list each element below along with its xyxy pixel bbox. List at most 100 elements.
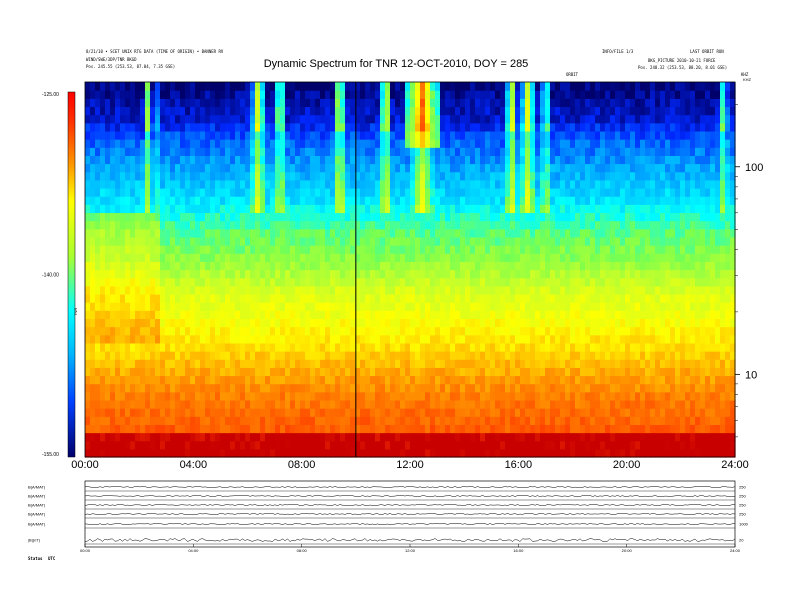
spectrum-cell: [520, 269, 526, 279]
spectrum-cell: [380, 196, 386, 205]
spectrum-cell: [280, 196, 286, 205]
spectrum-cell: [235, 253, 241, 262]
spectrum-cell: [310, 130, 316, 140]
spectrum-cell: [405, 196, 411, 205]
spectrum-cell: [460, 261, 466, 271]
spectrum-cell: [215, 359, 221, 368]
spectrum-cell: [525, 187, 531, 197]
spectrum-cell: [560, 122, 566, 132]
spectrum-cell: [110, 196, 116, 205]
spectrum-cell: [245, 440, 251, 450]
spectrum-cell: [255, 236, 261, 246]
spectrum-cell: [505, 334, 511, 344]
spectrum-cell: [390, 318, 396, 328]
spectrum-cell: [475, 196, 481, 205]
spectrum-cell: [610, 416, 616, 425]
spectrum-cell: [360, 261, 366, 271]
spectrum-cell: [580, 220, 586, 230]
spectrum-cell: [280, 359, 286, 368]
spectrum-cell: [530, 302, 536, 311]
spectrum-cell: [330, 253, 336, 262]
spectrum-cell: [540, 114, 546, 124]
spectrum-cell: [265, 359, 271, 368]
spectrum-cell: [610, 82, 616, 91]
spectrum-cell: [365, 196, 371, 205]
spectrum-cell: [215, 302, 221, 311]
spectrum-cell: [560, 424, 566, 434]
spectrum-cell: [115, 302, 121, 311]
spectrum-cell: [175, 122, 181, 132]
spectrum-cell: [170, 375, 176, 385]
spectrum-cell: [160, 424, 166, 434]
spectrum-cell: [305, 212, 311, 222]
spectrum-cell: [600, 147, 606, 156]
spectrum-cell: [530, 293, 536, 303]
spectrum-cell: [445, 253, 451, 262]
spectrum-cell: [110, 440, 116, 450]
spectrum-cell: [400, 212, 406, 222]
spectrum-cell: [160, 285, 166, 295]
spectrum-cell: [590, 261, 596, 271]
spectrum-cell: [270, 302, 276, 311]
spectrum-cell: [265, 106, 271, 116]
spectrum-cell: [140, 261, 146, 271]
spectrum-cell: [470, 424, 476, 434]
spectrum-cell: [465, 293, 471, 303]
spectrum-cell: [225, 253, 231, 262]
spectrum-cell: [575, 236, 581, 246]
spectrum-cell: [505, 432, 511, 442]
spectrum-cell: [165, 399, 171, 409]
spectrum-cell: [210, 114, 216, 124]
spectrum-cell: [180, 114, 186, 124]
spectrum-cell: [230, 147, 236, 156]
spectrum-cell: [580, 187, 586, 197]
spectrum-cell: [535, 196, 541, 205]
spectrum-cell: [185, 399, 191, 409]
spectrum-cell: [415, 359, 421, 368]
spectrum-cell: [570, 245, 576, 254]
spectrum-cell: [425, 269, 431, 279]
spectrum-cell: [570, 253, 576, 262]
spectrum-cell: [90, 326, 96, 336]
spectrum-cell: [205, 359, 211, 368]
spectrum-cell: [435, 130, 441, 140]
spectrum-cell: [135, 310, 141, 320]
spectrum-cell: [185, 196, 191, 205]
spectrum-cell: [450, 448, 456, 458]
spectrum-cell: [530, 351, 536, 360]
spectrum-cell: [90, 269, 96, 279]
spectrum-cell: [220, 424, 226, 434]
spectrum-cell: [330, 342, 336, 352]
spectrum-cell: [460, 448, 466, 458]
spectrum-cell: [540, 82, 546, 91]
spectrum-cell: [260, 106, 266, 116]
spectrum-cell: [265, 293, 271, 303]
spectrum-cell: [115, 351, 121, 360]
spectrum-cell: [505, 163, 511, 173]
spectrum-cell: [535, 342, 541, 352]
spectrum-cell: [540, 424, 546, 434]
spectrum-cell: [210, 383, 216, 393]
spectrum-cell: [360, 155, 366, 165]
spectrum-cell: [85, 228, 91, 238]
spectrum-cell: [455, 204, 461, 214]
spectrum-cell: [240, 342, 246, 352]
spectrum-cell: [320, 253, 326, 262]
spectrum-cell: [310, 277, 316, 287]
spectrum-cell: [365, 106, 371, 116]
spectrum-cell: [330, 171, 336, 181]
spectrum-cell: [210, 375, 216, 385]
spectrum-cell: [90, 139, 96, 148]
spectrum-cell: [105, 424, 111, 434]
spectrum-cell: [290, 302, 296, 311]
spectrum-cell: [520, 163, 526, 173]
spectrum-cell: [325, 432, 331, 442]
spectrum-cell: [125, 302, 131, 311]
spectrum-cell: [520, 139, 526, 148]
spectrum-cell: [300, 432, 306, 442]
spectrum-cell: [185, 171, 191, 181]
spectrum-cell: [270, 351, 276, 360]
spectrum-cell: [295, 334, 301, 344]
spectrum-cell: [350, 261, 356, 271]
spectrum-cell: [485, 253, 491, 262]
